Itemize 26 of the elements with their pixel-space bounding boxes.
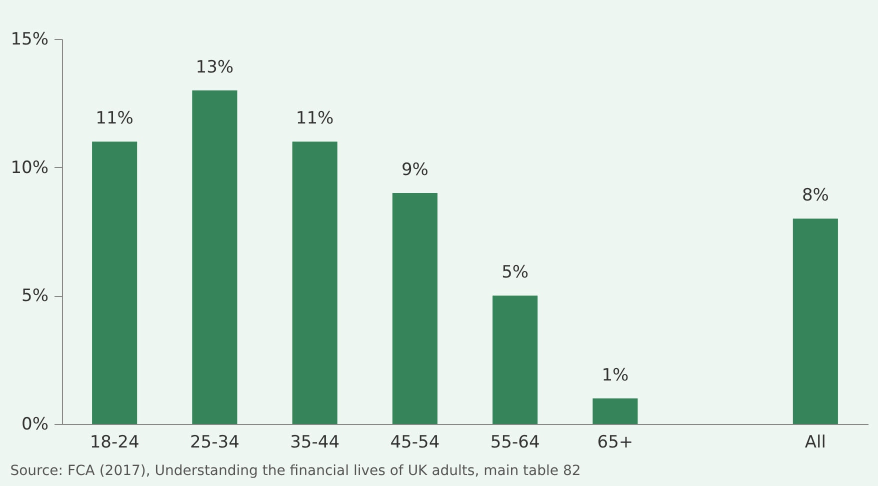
- bar: [292, 142, 338, 424]
- data-label: 13%: [196, 57, 234, 78]
- bar: [392, 193, 438, 424]
- y-tick-label: 0%: [22, 414, 48, 434]
- bar: [192, 90, 238, 424]
- data-label: 8%: [802, 186, 829, 206]
- source-note: Source: FCA (2017), Understanding the financial lives of UK adults, main table 82: [10, 463, 581, 479]
- x-tick-label: 55-64: [490, 432, 540, 452]
- x-tick-label: 18-24: [90, 432, 140, 452]
- y-tick-label: 5%: [22, 286, 48, 306]
- x-tick-label: 65+: [597, 432, 634, 452]
- y-tick-label: 10%: [10, 158, 48, 178]
- x-tick-label: All: [804, 432, 826, 452]
- bar: [792, 218, 838, 424]
- y-tick-label: 15%: [10, 30, 48, 50]
- bar: [92, 142, 138, 424]
- data-label: 11%: [96, 108, 134, 129]
- data-label: 9%: [401, 160, 428, 180]
- x-tick-label: 25-34: [190, 432, 240, 452]
- bar: [592, 398, 638, 424]
- bar: [492, 296, 538, 424]
- data-label: 11%: [296, 108, 334, 129]
- data-label: 1%: [602, 365, 629, 386]
- data-label: 5%: [502, 262, 529, 283]
- x-tick-label: 45-54: [390, 432, 440, 452]
- x-tick-label: 35-44: [290, 432, 340, 452]
